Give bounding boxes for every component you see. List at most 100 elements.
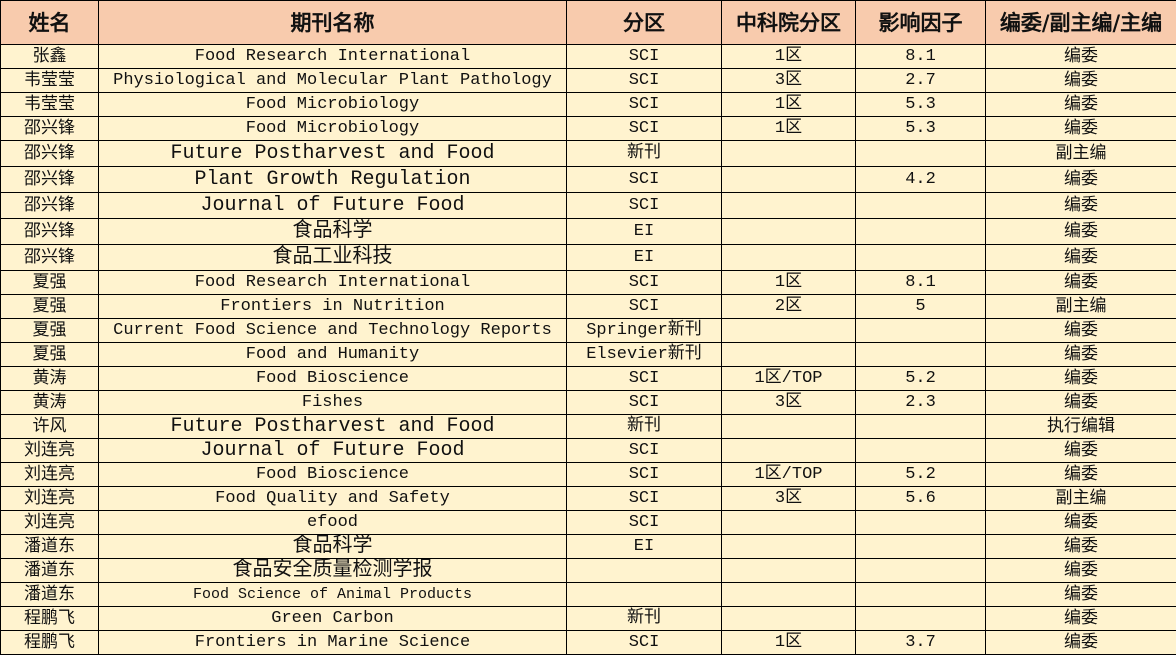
journal-cell[interactable]: Food Bioscience [98, 366, 567, 391]
cas-zone-cell[interactable] [721, 558, 856, 583]
category-cell[interactable]: Springer新刊 [566, 318, 722, 343]
cas-zone-cell[interactable]: 1区 [721, 44, 856, 69]
name-cell[interactable]: 程鹏飞 [0, 630, 99, 655]
journal-cell[interactable]: Food Bioscience [98, 462, 567, 487]
header-journal[interactable]: 期刊名称 [98, 0, 567, 45]
cas-zone-cell[interactable] [721, 318, 856, 343]
header-impact-factor[interactable]: 影响因子 [855, 0, 986, 45]
cas-zone-cell[interactable] [721, 582, 856, 607]
role-cell[interactable]: 编委 [985, 534, 1176, 559]
role-cell[interactable]: 编委 [985, 116, 1176, 141]
category-cell[interactable]: EI [566, 244, 722, 271]
category-cell[interactable]: SCI [566, 294, 722, 319]
name-cell[interactable]: 黄涛 [0, 366, 99, 391]
impact-factor-cell[interactable] [855, 140, 986, 167]
role-cell[interactable]: 编委 [985, 92, 1176, 117]
impact-factor-cell[interactable]: 8.1 [855, 44, 986, 69]
cas-zone-cell[interactable] [721, 510, 856, 535]
impact-factor-cell[interactable] [855, 558, 986, 583]
name-cell[interactable]: 刘连亮 [0, 486, 99, 511]
impact-factor-cell[interactable]: 5.6 [855, 486, 986, 511]
name-cell[interactable]: 刘连亮 [0, 438, 99, 463]
cas-zone-cell[interactable]: 1区/TOP [721, 366, 856, 391]
impact-factor-cell[interactable] [855, 534, 986, 559]
role-cell[interactable]: 编委 [985, 558, 1176, 583]
category-cell[interactable]: SCI [566, 438, 722, 463]
role-cell[interactable]: 编委 [985, 218, 1176, 245]
category-cell[interactable]: SCI [566, 44, 722, 69]
journal-cell[interactable]: Frontiers in Nutrition [98, 294, 567, 319]
journal-cell[interactable]: Food Microbiology [98, 116, 567, 141]
category-cell[interactable]: SCI [566, 462, 722, 487]
name-cell[interactable]: 刘连亮 [0, 462, 99, 487]
impact-factor-cell[interactable] [855, 218, 986, 245]
journal-cell[interactable]: Future Postharvest and Food [98, 414, 567, 439]
cas-zone-cell[interactable] [721, 192, 856, 219]
category-cell[interactable]: SCI [566, 116, 722, 141]
cas-zone-cell[interactable]: 3区 [721, 68, 856, 93]
category-cell[interactable]: SCI [566, 270, 722, 295]
cas-zone-cell[interactable] [721, 438, 856, 463]
journal-cell[interactable]: Fishes [98, 390, 567, 415]
impact-factor-cell[interactable]: 2.3 [855, 390, 986, 415]
header-cas-zone[interactable]: 中科院分区 [721, 0, 856, 45]
role-cell[interactable]: 编委 [985, 318, 1176, 343]
journal-cell[interactable]: 食品工业科技 [98, 244, 567, 271]
name-cell[interactable]: 邵兴锋 [0, 244, 99, 271]
name-cell[interactable]: 韦莹莹 [0, 68, 99, 93]
journal-cell[interactable]: Food Research International [98, 270, 567, 295]
category-cell[interactable]: SCI [566, 486, 722, 511]
impact-factor-cell[interactable]: 5.2 [855, 462, 986, 487]
cas-zone-cell[interactable]: 1区 [721, 630, 856, 655]
role-cell[interactable]: 编委 [985, 462, 1176, 487]
role-cell[interactable]: 编委 [985, 606, 1176, 631]
impact-factor-cell[interactable]: 5.3 [855, 92, 986, 117]
cas-zone-cell[interactable] [721, 534, 856, 559]
category-cell[interactable]: Elsevier新刊 [566, 342, 722, 367]
impact-factor-cell[interactable]: 5.3 [855, 116, 986, 141]
name-cell[interactable]: 潘道东 [0, 534, 99, 559]
impact-factor-cell[interactable] [855, 606, 986, 631]
journal-cell[interactable]: Food Microbiology [98, 92, 567, 117]
cas-zone-cell[interactable] [721, 244, 856, 271]
impact-factor-cell[interactable] [855, 582, 986, 607]
category-cell[interactable]: SCI [566, 390, 722, 415]
cas-zone-cell[interactable]: 1区 [721, 116, 856, 141]
role-cell[interactable]: 副主编 [985, 486, 1176, 511]
role-cell[interactable]: 编委 [985, 438, 1176, 463]
journal-cell[interactable]: 食品安全质量检测学报 [98, 558, 567, 583]
impact-factor-cell[interactable] [855, 192, 986, 219]
category-cell[interactable] [566, 582, 722, 607]
cas-zone-cell[interactable] [721, 166, 856, 193]
category-cell[interactable]: 新刊 [566, 414, 722, 439]
impact-factor-cell[interactable] [855, 318, 986, 343]
journal-cell[interactable]: Journal of Future Food [98, 438, 567, 463]
impact-factor-cell[interactable]: 5 [855, 294, 986, 319]
role-cell[interactable]: 副主编 [985, 140, 1176, 167]
name-cell[interactable]: 夏强 [0, 342, 99, 367]
name-cell[interactable]: 潘道东 [0, 582, 99, 607]
name-cell[interactable]: 许风 [0, 414, 99, 439]
role-cell[interactable]: 编委 [985, 192, 1176, 219]
name-cell[interactable]: 邵兴锋 [0, 116, 99, 141]
header-name[interactable]: 姓名 [0, 0, 99, 45]
name-cell[interactable]: 夏强 [0, 318, 99, 343]
name-cell[interactable]: 张鑫 [0, 44, 99, 69]
header-category[interactable]: 分区 [566, 0, 722, 45]
cas-zone-cell[interactable]: 3区 [721, 486, 856, 511]
role-cell[interactable]: 编委 [985, 510, 1176, 535]
category-cell[interactable]: SCI [566, 192, 722, 219]
journal-cell[interactable]: Food Science of Animal Products [98, 582, 567, 607]
cas-zone-cell[interactable] [721, 218, 856, 245]
name-cell[interactable]: 夏强 [0, 294, 99, 319]
role-cell[interactable]: 编委 [985, 166, 1176, 193]
category-cell[interactable]: 新刊 [566, 606, 722, 631]
cas-zone-cell[interactable] [721, 140, 856, 167]
journal-cell[interactable]: Physiological and Molecular Plant Pathol… [98, 68, 567, 93]
name-cell[interactable]: 邵兴锋 [0, 140, 99, 167]
category-cell[interactable]: EI [566, 218, 722, 245]
category-cell[interactable]: 新刊 [566, 140, 722, 167]
name-cell[interactable]: 邵兴锋 [0, 192, 99, 219]
role-cell[interactable]: 编委 [985, 582, 1176, 607]
name-cell[interactable]: 邵兴锋 [0, 218, 99, 245]
